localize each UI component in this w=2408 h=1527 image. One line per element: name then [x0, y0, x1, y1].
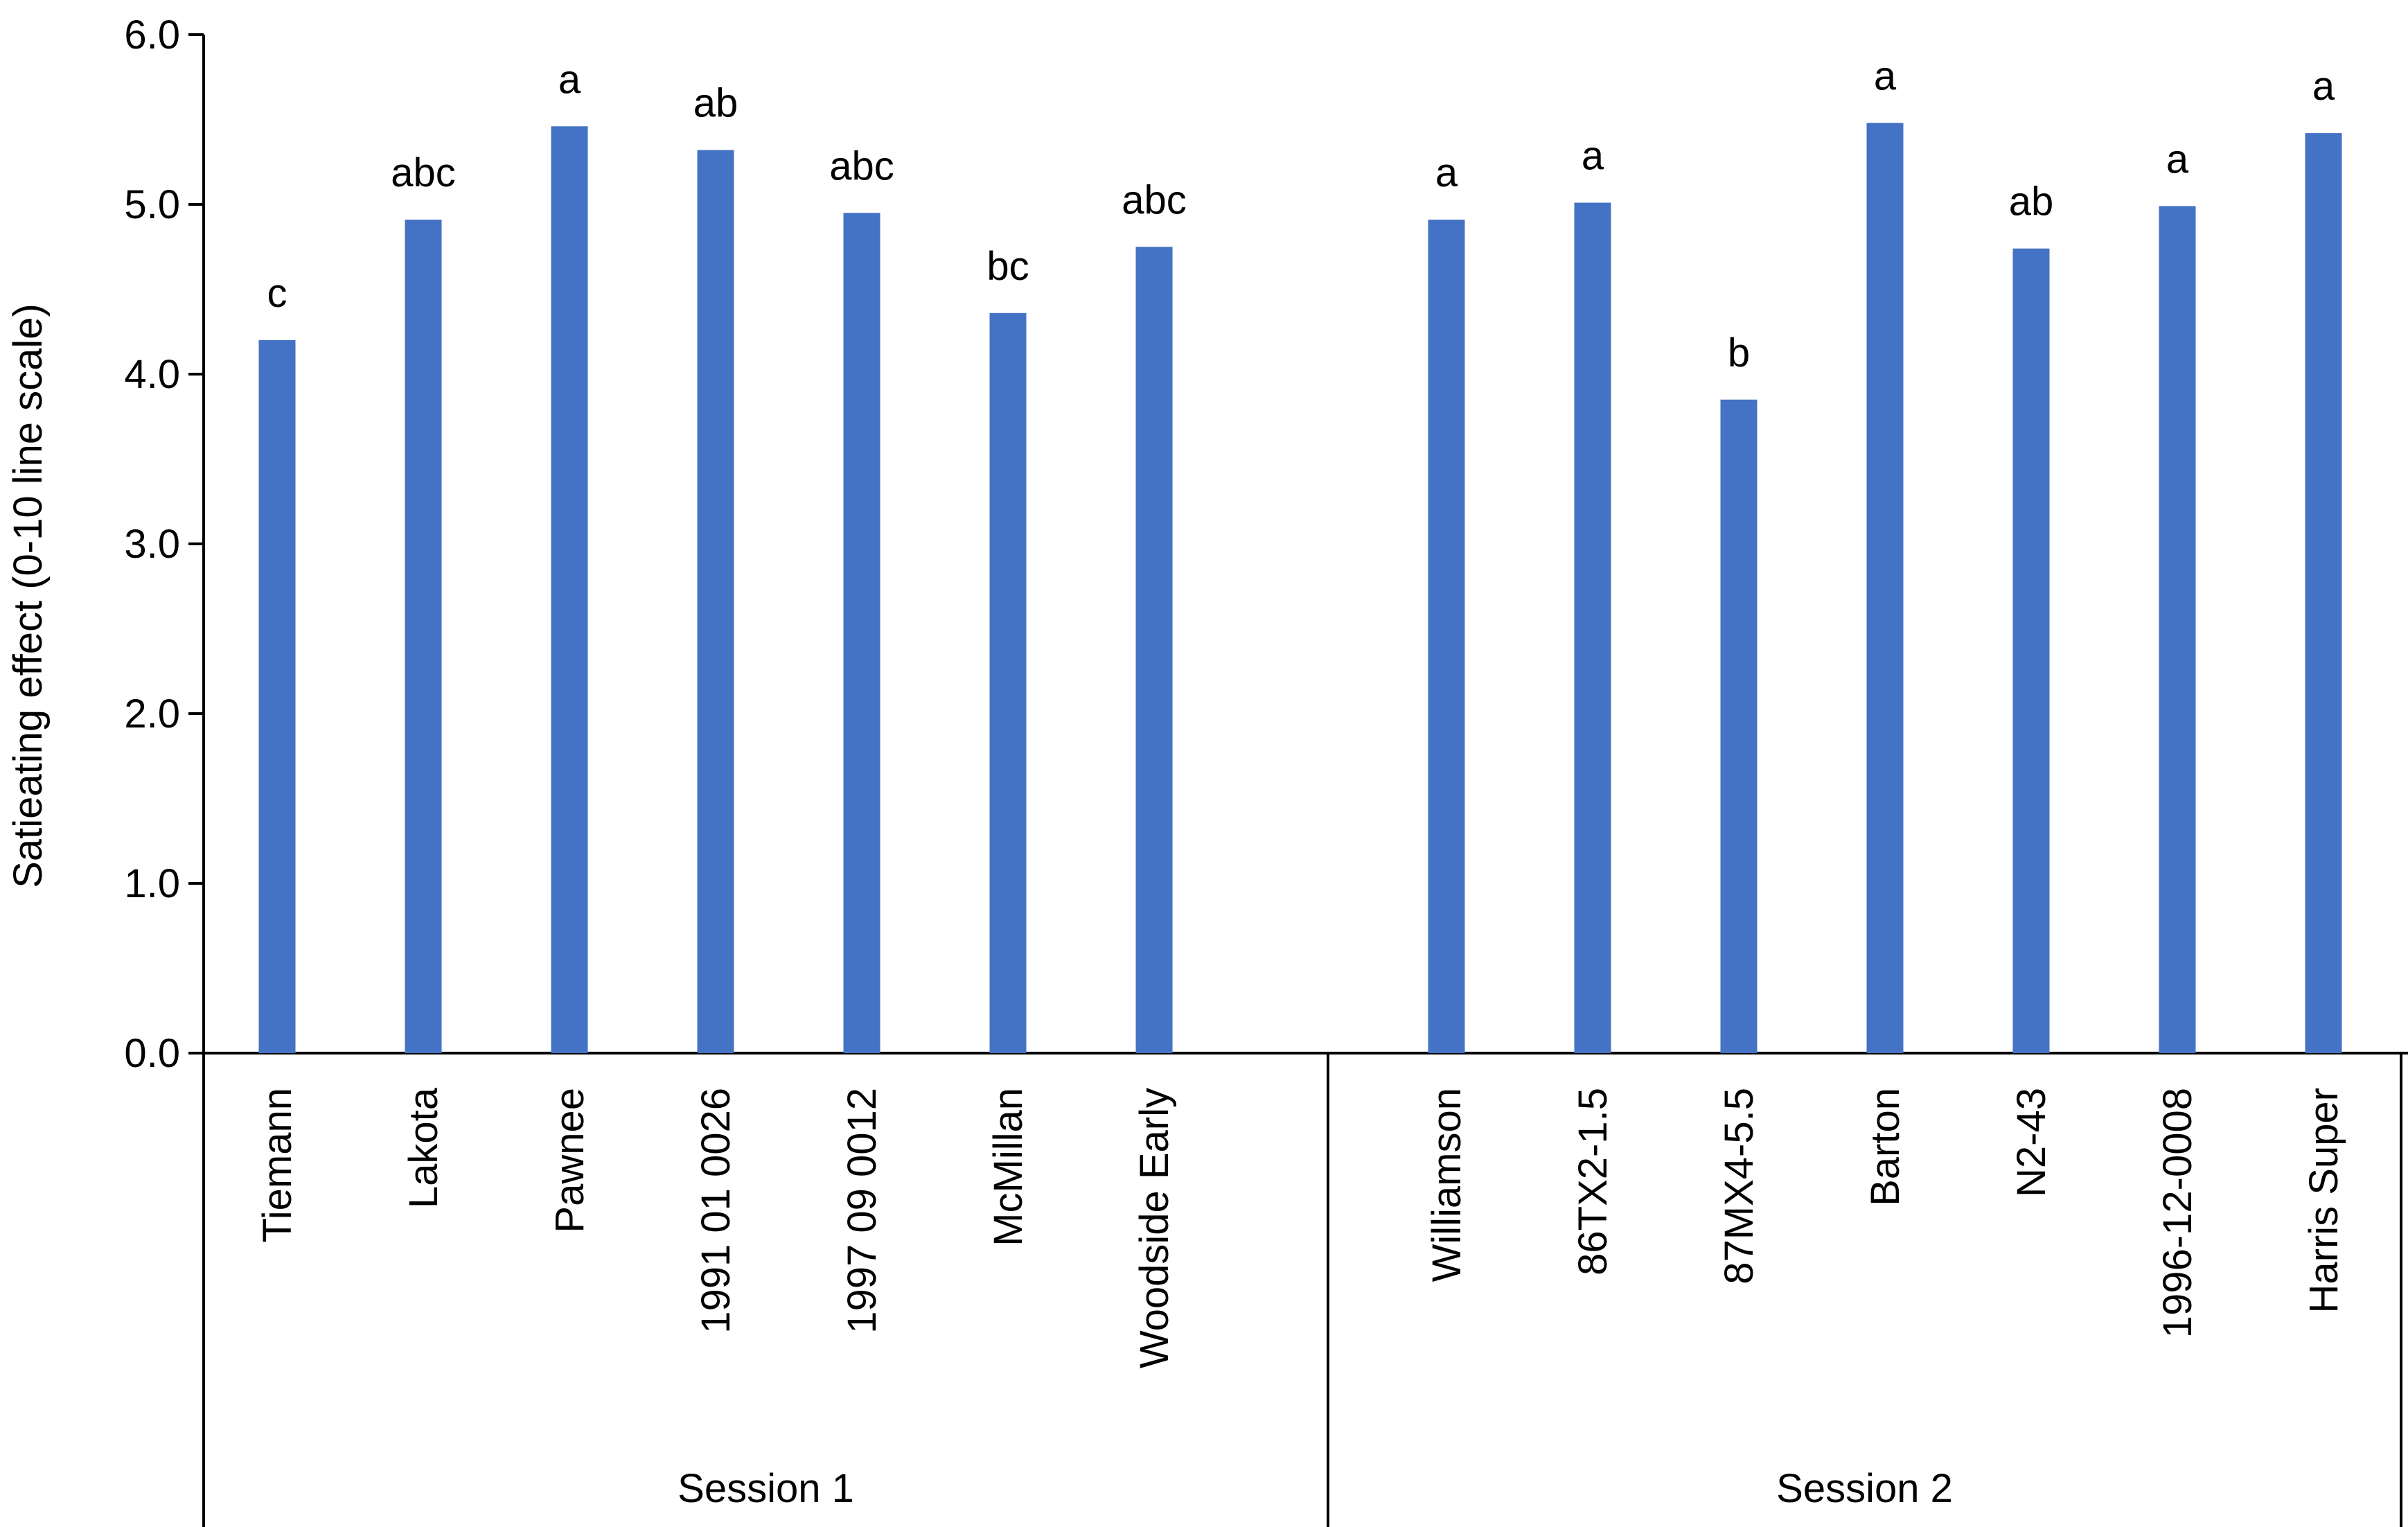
significance-label: a [1582, 134, 1604, 179]
bar [2012, 248, 2050, 1054]
group-label: Session 1 [678, 1466, 854, 1511]
y-tick-label: 1.0 [124, 861, 180, 906]
category-label: Barton [1863, 1088, 1908, 1206]
category-label: Tiemann [255, 1088, 300, 1243]
bar [1428, 220, 1465, 1053]
y-tick-label: 3.0 [124, 522, 180, 567]
bar [1135, 247, 1173, 1053]
significance-label: a [2166, 136, 2189, 182]
bar [843, 213, 880, 1053]
y-tick-label: 0.0 [124, 1031, 180, 1076]
category-labels: Tiemann Lakota Pawnee 1991 01 0026 1997 09 0… [255, 1087, 2346, 1368]
bar [697, 150, 734, 1054]
bar [551, 126, 588, 1053]
group-label: Session 2 [1776, 1466, 1953, 1511]
y-tick-label: 6.0 [124, 12, 180, 58]
bars [258, 123, 2342, 1054]
y-tick-label: 2.0 [124, 691, 180, 736]
significance-label: b [1728, 330, 1750, 376]
category-label: 87MX4-5.5 [1717, 1088, 1762, 1285]
significance-label: a [558, 57, 581, 102]
y-axis-ticks: 0.0 1.0 2.0 3.0 4.0 5.0 6.0 [124, 12, 204, 1076]
significance-label: ab [693, 81, 738, 126]
y-axis-title: Satieating effect (0-10 line scale) [6, 303, 51, 888]
bar [1866, 123, 1904, 1053]
category-label: Woodside Early [1132, 1088, 1177, 1368]
category-label: 1997 09 0012 [840, 1088, 885, 1334]
category-label: McMillan [986, 1088, 1031, 1246]
significance-label: abc [1122, 177, 1187, 222]
significance-label: bc [986, 244, 1029, 289]
category-label: 86TX2-1.5 [1570, 1088, 1615, 1276]
significance-label: a [1874, 53, 1897, 98]
significance-label: a [1435, 150, 1458, 195]
category-label: 1996-12-0008 [2155, 1088, 2200, 1338]
y-tick-label: 4.0 [124, 352, 180, 397]
significance-label: ab [2009, 179, 2054, 224]
group-dividers [1327, 1053, 2402, 1527]
bar [989, 312, 1027, 1053]
category-label: N2-43 [2009, 1088, 2054, 1197]
bar [2159, 206, 2196, 1054]
significance-label: abc [829, 143, 894, 188]
category-label: Williamson [1424, 1088, 1469, 1282]
bar [1574, 202, 1611, 1053]
bar [405, 220, 442, 1053]
category-label: Harris Super [2301, 1088, 2346, 1314]
category-label: Pawnee [547, 1088, 592, 1233]
bar [258, 340, 296, 1053]
significance-label: c [267, 271, 287, 316]
category-label: 1991 01 0026 [693, 1088, 738, 1334]
bar [1720, 399, 1758, 1053]
group-labels: Session 1 Session 2 [678, 1466, 1953, 1511]
category-label: Lakota [401, 1087, 446, 1208]
bar [2305, 133, 2342, 1054]
significance-label: abc [391, 150, 456, 195]
y-tick-label: 5.0 [124, 182, 180, 227]
significance-label: a [2312, 64, 2335, 109]
